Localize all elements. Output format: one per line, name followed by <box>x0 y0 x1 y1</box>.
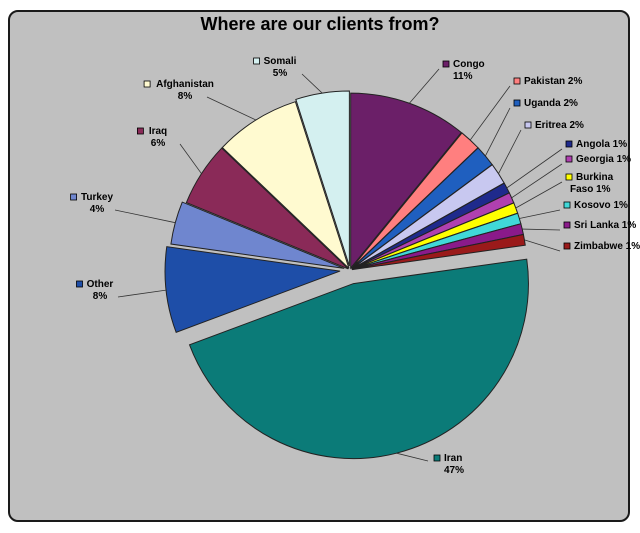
slice-label-text-burkina-faso: Burkina <box>576 172 614 183</box>
slice-label-text-iran: Iran <box>444 453 462 464</box>
leader-line-eritrea <box>498 129 522 174</box>
slice-pct-iran: 47% <box>444 465 464 476</box>
slice-pct-congo: 11% <box>453 71 473 82</box>
leader-line-kosovo <box>519 209 561 219</box>
leader-line-turkey <box>114 209 176 224</box>
slice-label-text-uganda: Uganda 2% <box>524 98 578 109</box>
leader-line-burkina-faso <box>515 181 563 209</box>
slice-label-iran: 47%Iran <box>433 453 464 476</box>
legend-swatch-iran <box>433 454 441 462</box>
slice-label-congo: 11%Congo <box>442 59 485 82</box>
leader-line-georgia <box>511 163 563 199</box>
pie-slice-somali <box>295 90 350 267</box>
slice-pct-burkina-faso: Faso 1% <box>570 184 611 195</box>
leader-line-somali <box>301 73 323 94</box>
leader-line-uganda <box>485 107 511 157</box>
pie-slice-congo <box>350 92 462 270</box>
legend-swatch-iraq <box>136 127 144 135</box>
pie-slice-iran <box>188 258 529 459</box>
slice-label-zimbabwe: Zimbabwe 1% <box>563 241 640 252</box>
slice-label-afghanistan: 8%Afghanistan <box>143 79 214 102</box>
legend-swatch-other <box>76 280 83 288</box>
leader-line-angola <box>506 148 563 189</box>
legend-swatch-turkey <box>70 193 77 201</box>
slice-pct-iraq: 6% <box>151 138 166 149</box>
slice-label-text-other: Other <box>87 279 114 290</box>
slice-label-text-somali: Somali <box>264 56 297 67</box>
leader-line-congo <box>409 68 440 104</box>
slice-label-text-pakistan: Pakistan 2% <box>524 76 582 87</box>
legend-swatch-eritrea <box>524 121 532 129</box>
slice-label-other: 8%Other <box>76 279 114 302</box>
legend-swatch-afghanistan <box>143 80 151 88</box>
leader-line-iraq <box>179 143 202 174</box>
slice-label-angola: Angola 1% <box>565 139 627 150</box>
slice-label-text-iraq: Iraq <box>149 126 167 137</box>
slice-label-text-georgia: Georgia 1% <box>576 154 631 165</box>
slice-pct-turkey: 4% <box>90 204 105 215</box>
legend-swatch-uganda <box>513 99 521 107</box>
leader-line-sri-lanka <box>522 228 561 231</box>
legend-swatch-burkina-faso <box>565 173 573 181</box>
slice-label-kosovo: Kosovo 1% <box>563 200 628 211</box>
chart-title: Where are our clients from? <box>200 14 440 34</box>
slice-pct-afghanistan: 8% <box>178 91 193 102</box>
slice-label-text-congo: Congo <box>453 59 485 70</box>
legend-swatch-somali <box>253 57 261 65</box>
slice-label-turkey: 4%Turkey <box>70 192 113 215</box>
slice-label-text-sri-lanka: Sri Lanka 1% <box>574 220 636 231</box>
legend-swatch-sri-lanka <box>563 221 571 229</box>
leader-line-iran <box>396 452 429 462</box>
slice-label-text-turkey: Turkey <box>81 192 113 203</box>
slice-label-text-afghanistan: Afghanistan <box>156 79 214 90</box>
slice-label-pakistan: Pakistan 2% <box>513 76 582 87</box>
slice-pct-somali: 5% <box>273 68 288 79</box>
legend-swatch-kosovo <box>563 201 571 209</box>
slice-label-iraq: 6%Iraq <box>136 126 167 149</box>
leader-line-zimbabwe <box>524 239 561 252</box>
slice-label-eritrea: Eritrea 2% <box>524 120 584 131</box>
legend-swatch-zimbabwe <box>563 242 571 250</box>
legend-swatch-georgia <box>565 155 573 163</box>
slice-label-text-angola: Angola 1% <box>576 139 627 150</box>
pie-slice-iraq <box>185 147 349 270</box>
legend-swatch-congo <box>442 60 450 68</box>
leader-line-pakistan <box>469 85 511 141</box>
leader-line-other <box>117 289 167 298</box>
legend-swatch-angola <box>565 140 573 148</box>
legend-swatch-pakistan <box>513 77 521 85</box>
pie-slice-zimbabwe <box>351 233 526 271</box>
slice-label-uganda: Uganda 2% <box>513 98 578 109</box>
slice-label-georgia: Georgia 1% <box>565 154 631 165</box>
slice-label-text-zimbabwe: Zimbabwe 1% <box>574 241 640 252</box>
slice-label-somali: 5%Somali <box>253 56 297 79</box>
slice-pct-other: 8% <box>93 291 108 302</box>
slice-label-text-eritrea: Eritrea 2% <box>535 120 584 131</box>
leader-line-afghanistan <box>206 96 257 121</box>
slice-label-text-kosovo: Kosovo 1% <box>574 200 628 211</box>
slice-label-sri-lanka: Sri Lanka 1% <box>563 220 636 231</box>
slice-label-burkina-faso: Faso 1%Burkina <box>565 172 614 195</box>
